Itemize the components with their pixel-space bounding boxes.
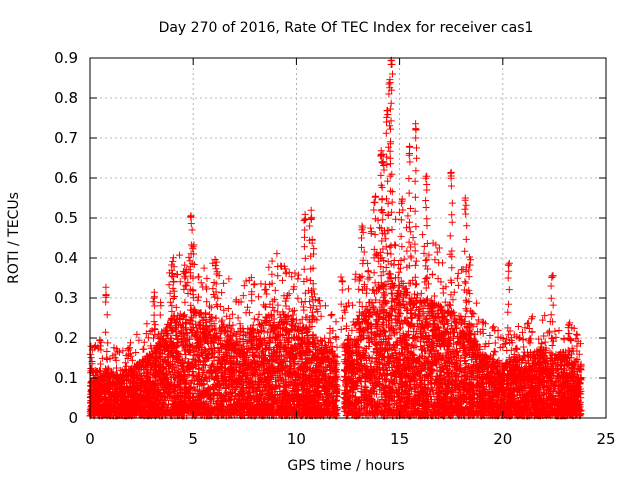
roti-points	[86, 56, 585, 420]
y-axis-title: ROTI / TECUs	[6, 192, 22, 284]
chart-title: Day 270 of 2016, Rate Of TEC Index for r…	[159, 20, 534, 36]
y-tick-label: 0.1	[54, 369, 78, 387]
y-tick-label: 0.8	[54, 89, 78, 107]
axis-ticks	[89, 57, 607, 419]
y-tick-label: 0.4	[54, 249, 78, 267]
y-tick-label: 0.3	[54, 289, 78, 307]
y-tick-label: 0.2	[54, 329, 78, 347]
tick-labels: 0 0.1 0.2 0.3 0.4 0.5 0.6 0.7 0.8 0.9 0 5 10 15 20 25	[54, 49, 615, 448]
plot-frame	[89, 57, 607, 419]
plot-border	[89, 57, 607, 419]
x-tick-label: 15	[390, 430, 409, 448]
y-tick-label: 0.6	[54, 169, 78, 187]
y-tick-label: 0	[68, 409, 78, 427]
y-tick-label: 0.7	[54, 129, 78, 147]
x-tick-label: 25	[596, 430, 615, 448]
x-tick-label: 20	[493, 430, 512, 448]
x-axis-title: GPS time / hours	[287, 458, 404, 474]
y-tick-label: 0.5	[54, 209, 78, 227]
y-tick-label: 0.9	[54, 49, 78, 67]
x-tick-label: 10	[287, 430, 306, 448]
x-tick-label: 5	[188, 430, 198, 448]
data-points	[86, 56, 585, 420]
x-tick-label: 0	[85, 430, 95, 448]
